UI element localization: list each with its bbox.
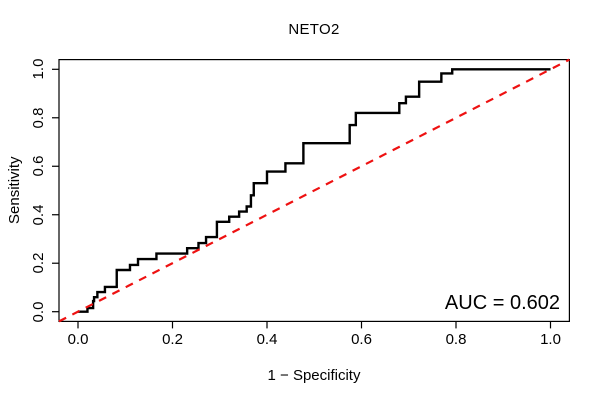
x-tick-label: 0.8 <box>445 331 467 348</box>
x-tick-label: 0.6 <box>351 331 372 348</box>
y-tick-label: 0.6 <box>30 155 47 177</box>
y-tick-label: 1.0 <box>30 58 47 80</box>
chart-title: NETO2 <box>288 21 340 38</box>
y-tick-label: 0.8 <box>30 107 47 129</box>
x-tick-label: 0.4 <box>256 331 278 348</box>
x-tick-label: 1.0 <box>540 331 561 348</box>
x-tick-label: 0.0 <box>67 331 89 348</box>
chance-diagonal-line <box>58 58 570 323</box>
x-tick-label: 0.2 <box>162 331 183 348</box>
x-axis-label: 1 − Specificity <box>267 367 361 384</box>
y-tick-label: 0.4 <box>30 204 47 226</box>
plot-border <box>58 58 570 322</box>
roc-curve-line <box>78 68 551 313</box>
y-axis-label: Sensitivity <box>6 156 23 224</box>
y-tick-label: 0.0 <box>30 301 47 323</box>
y-tick-label: 0.2 <box>30 252 47 274</box>
auc-annotation: AUC = 0.602 <box>444 292 560 314</box>
